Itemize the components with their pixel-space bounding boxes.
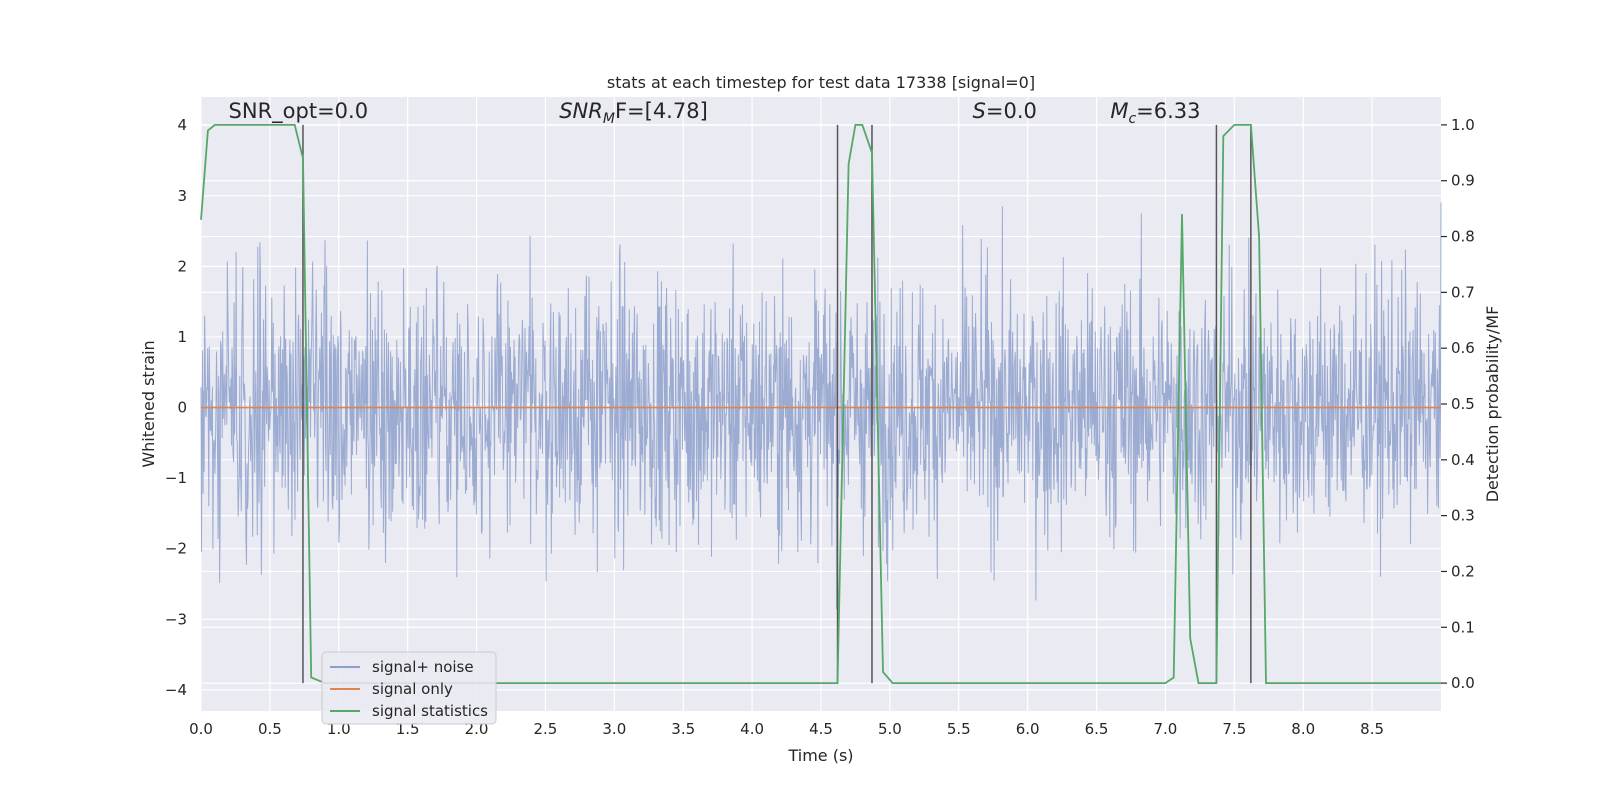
y-right-tick-label: 0.5	[1451, 395, 1475, 413]
x-tick-label: 0.5	[258, 720, 282, 738]
y-right-tick-label: 1.0	[1451, 116, 1475, 134]
x-tick-label: 3.0	[602, 720, 626, 738]
legend: signal+ noise signal only signal statistic…	[321, 651, 497, 725]
y-right-tick-label: 0.9	[1451, 172, 1475, 190]
annotation-text: SNRMF=[4.78]	[559, 99, 708, 127]
legend-entry-label: signal only	[372, 680, 453, 698]
y-axis-label-right: Detection probability/MF	[1483, 306, 1502, 503]
x-tick-label: 8.5	[1360, 720, 1384, 738]
x-tick-label: 8.0	[1291, 720, 1315, 738]
y-right-tick-label: 0.2	[1451, 562, 1475, 580]
y-right-tick-label: 0.6	[1451, 339, 1475, 357]
annot-layer: SNR_opt=0.0 SNRMF=[4.78] S=0.0 Mc=6.33	[229, 99, 1201, 127]
x-tick-label: 2.5	[534, 720, 558, 738]
y-left-tick-label: 4	[177, 116, 187, 134]
marker-layer	[302, 124, 1252, 684]
x-tick-label: 6.0	[1016, 720, 1040, 738]
series-line-signal-statistics	[200, 124, 1441, 684]
y-left-tick-label: 2	[177, 257, 187, 275]
y-left-tick-label: −2	[165, 540, 187, 558]
y-right-tick-label: 0.3	[1451, 507, 1475, 525]
tick-layer: 0.0 0.5 1.0 1.5 2.0 2.5 3.0 3.5 4.0 4.5 5.0 5.5 6.0 6…	[165, 116, 1475, 738]
y-left-tick-label: 0	[177, 399, 187, 417]
annotation-text: S=0.0	[973, 99, 1037, 123]
stat-layer	[200, 124, 1441, 684]
y-right-tick-label: 0.0	[1451, 674, 1475, 692]
y-axis-label-left: Whitened strain	[139, 340, 158, 467]
x-tick-label: 3.5	[671, 720, 695, 738]
legend-entry-label: signal+ noise	[372, 658, 474, 676]
series-line-signal-noise	[200, 202, 1442, 610]
x-tick-label: 5.0	[878, 720, 902, 738]
x-tick-label: 4.0	[740, 720, 764, 738]
x-axis-label: Time (s)	[787, 746, 853, 765]
legend-box	[321, 651, 497, 725]
y-right-tick-label: 0.8	[1451, 228, 1475, 246]
noise-layer	[200, 202, 1442, 610]
x-tick-label: 4.5	[809, 720, 833, 738]
y-left-tick-label: 1	[177, 328, 187, 346]
y-left-tick-label: −3	[165, 610, 187, 628]
y-left-tick-label: −4	[165, 681, 187, 699]
chart-title: stats at each timestep for test data 173…	[607, 73, 1035, 92]
y-right-tick-label: 0.4	[1451, 451, 1475, 469]
legend-entry-label: signal statistics	[372, 702, 488, 720]
x-tick-label: 0.0	[189, 720, 213, 738]
y-right-tick-label: 0.1	[1451, 618, 1475, 636]
y-left-tick-label: −1	[165, 469, 187, 487]
annotation-text: Mc=6.33	[1110, 99, 1200, 127]
annotation-text: SNR_opt=0.0	[229, 99, 369, 124]
x-tick-label: 5.5	[947, 720, 971, 738]
x-tick-label: 7.5	[1222, 720, 1246, 738]
y-left-tick-label: 3	[177, 187, 187, 205]
x-tick-label: 7.0	[1154, 720, 1178, 738]
y-right-tick-label: 0.7	[1451, 283, 1475, 301]
x-tick-label: 6.5	[1085, 720, 1109, 738]
